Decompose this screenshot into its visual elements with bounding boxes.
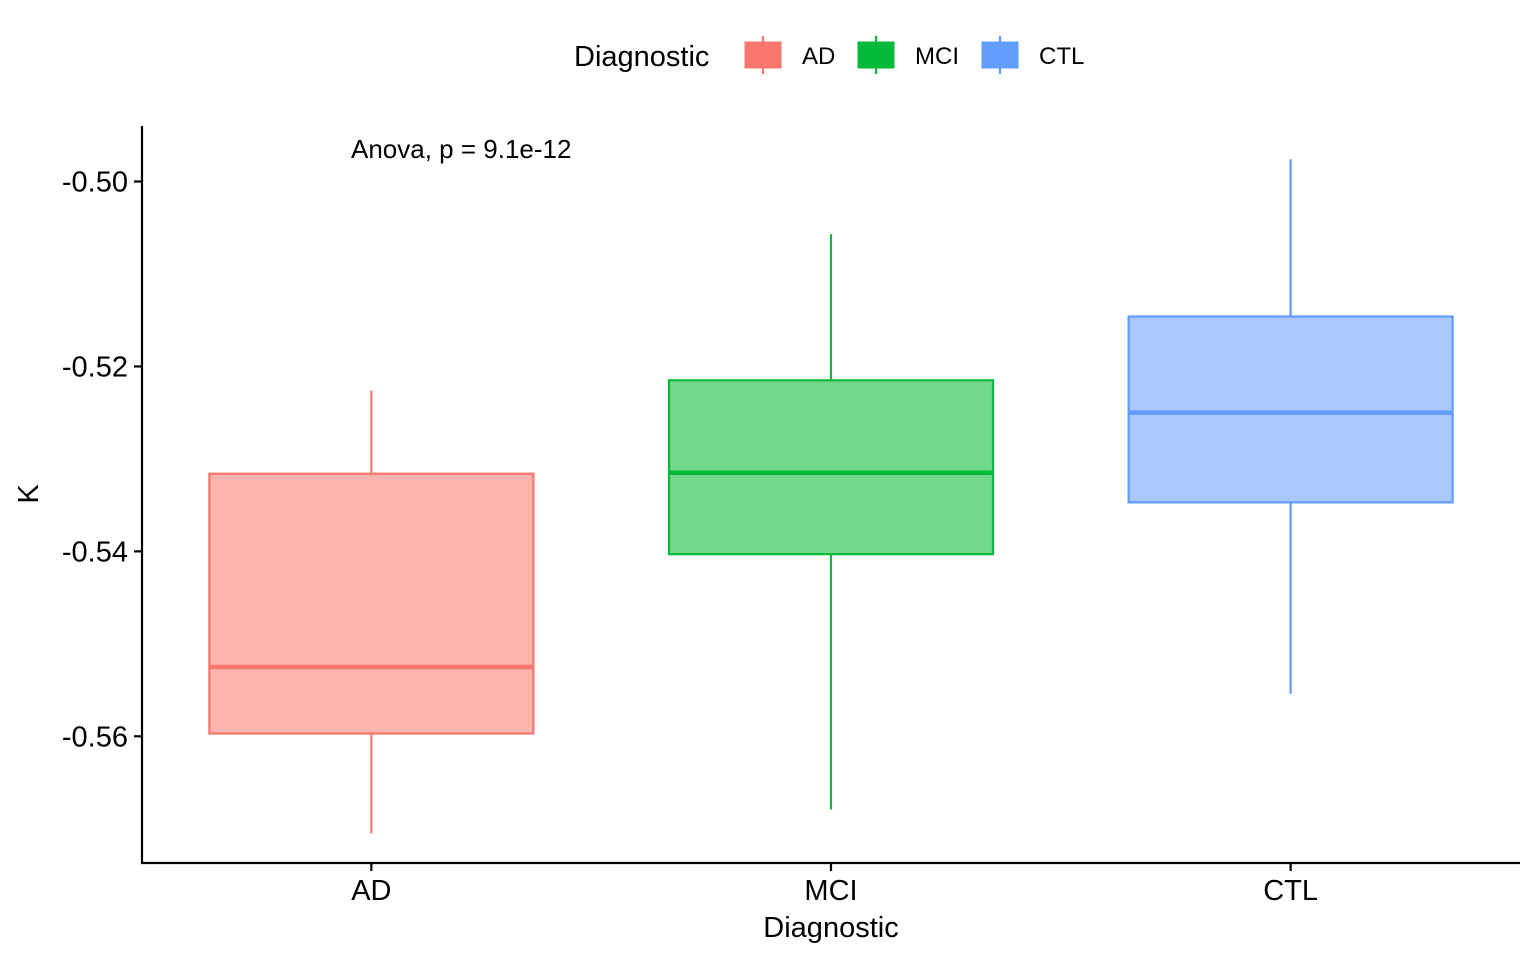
legend-item-label: CTL [1039,43,1084,70]
x-ticks: AD MCI CTL [351,863,1318,907]
box-iqr [667,379,995,556]
boxes-layer [208,159,1454,834]
legend: Diagnostic AD MCI CTL [574,36,1084,74]
y-axis-title: K [13,484,45,504]
legend-item-mci: MCI [857,36,959,74]
box-group-ad [208,390,535,834]
x-axis-title: Diagnostic [763,912,898,944]
anova-annotation: Anova, p = 9.1e-12 [351,134,571,164]
x-tick-label: CTL [1263,875,1318,907]
y-ticks: -0.50 -0.52 -0.54 -0.56 [62,166,142,753]
legend-item-ctl: CTL [981,36,1084,74]
legend-key-swatch [981,41,1019,69]
y-tick-label: -0.50 [62,166,128,198]
box-iqr [1127,315,1454,504]
y-tick-label: -0.56 [62,721,128,753]
box-iqr [208,472,535,735]
box-group-ctl [1127,159,1454,694]
legend-key-swatch [857,41,895,69]
x-tick-label: MCI [804,875,857,907]
legend-key-swatch [744,41,782,69]
y-tick-label: -0.54 [62,536,128,568]
x-tick-label: AD [351,875,391,907]
legend-item-label: MCI [915,43,959,70]
y-tick-label: -0.52 [62,351,128,383]
legend-item-ad: AD [744,36,835,74]
legend-item-label: AD [802,43,835,70]
box-group-mci [667,234,995,810]
legend-title: Diagnostic [574,41,709,73]
